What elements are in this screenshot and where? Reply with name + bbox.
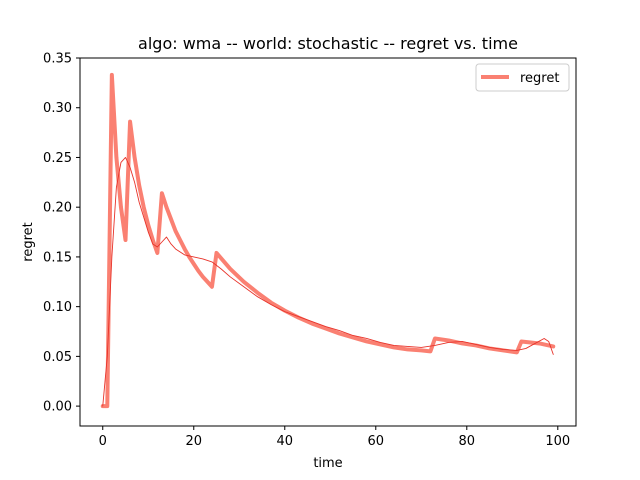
y-tick-label: 0.30 bbox=[43, 101, 72, 116]
series-line-smoothed bbox=[102, 157, 554, 407]
series-line-regret bbox=[100, 72, 556, 409]
y-tick-label: 0.25 bbox=[43, 151, 72, 166]
x-tick-label: 0 bbox=[99, 434, 107, 449]
y-tick-label: 0.15 bbox=[43, 250, 72, 265]
x-tick-label: 40 bbox=[276, 434, 293, 449]
y-tick-label: 0.10 bbox=[43, 300, 72, 315]
legend-box bbox=[475, 63, 570, 92]
plot-series-group bbox=[100, 72, 556, 409]
legend: regret bbox=[475, 63, 570, 92]
y-tick-label: 0.20 bbox=[43, 201, 72, 216]
x-tick-label: 100 bbox=[545, 434, 570, 449]
x-axis: 0 20 40 60 80 100 bbox=[99, 426, 570, 449]
chart-title: algo: wma -- world: stochastic -- regret… bbox=[138, 34, 518, 53]
y-axis: 0.00 0.05 0.10 0.15 0.20 0.25 0.30 0.35 bbox=[43, 52, 80, 415]
y-tick-label: 0.35 bbox=[43, 52, 72, 67]
plot-frame bbox=[79, 57, 577, 427]
x-axis-label: time bbox=[313, 456, 342, 471]
y-tick-label: 0.00 bbox=[43, 400, 72, 415]
x-tick-label: 20 bbox=[185, 434, 202, 449]
legend-label-regret: regret bbox=[520, 71, 559, 86]
y-tick-label: 0.05 bbox=[43, 350, 72, 365]
x-tick-label: 80 bbox=[459, 434, 476, 449]
x-tick-label: 60 bbox=[368, 434, 385, 449]
y-axis-label: regret bbox=[21, 222, 36, 261]
